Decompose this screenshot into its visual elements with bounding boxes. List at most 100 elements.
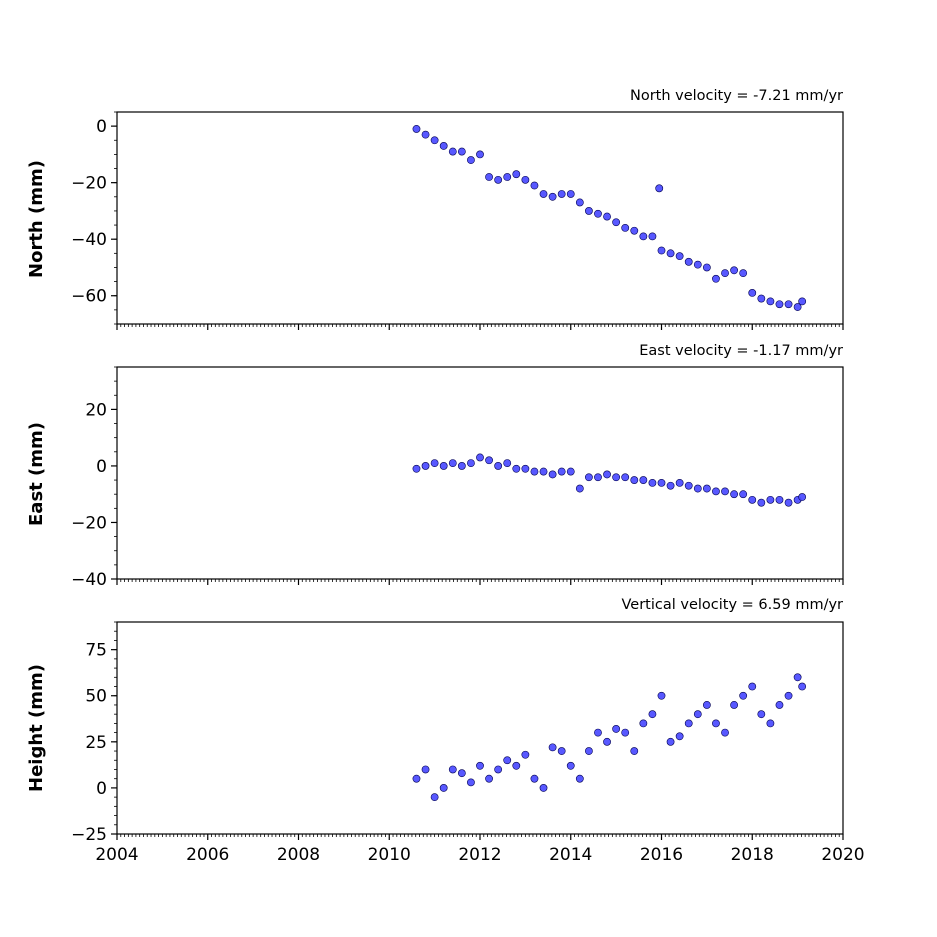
y-tick-label: 20 — [85, 400, 107, 420]
height-panel: Vertical velocity = 6.59 mm/yr Height (m… — [26, 597, 865, 865]
data-point — [503, 459, 512, 468]
data-point — [457, 769, 466, 778]
x-tick-label: 2004 — [95, 845, 138, 865]
data-point — [721, 728, 729, 737]
data-point — [621, 473, 630, 482]
data-point — [503, 173, 512, 181]
data-point — [630, 226, 639, 235]
north-velocity-title: North velocity = -7.21 mm/yr — [630, 88, 843, 104]
data-point — [530, 774, 539, 783]
data-point — [775, 701, 784, 709]
data-point — [448, 147, 457, 156]
data-point — [566, 761, 575, 770]
x-tick-label: 2010 — [368, 845, 411, 865]
north-panel: North velocity = -7.21 mm/yr North (mm) … — [26, 88, 844, 330]
data-point — [430, 793, 439, 802]
data-point — [575, 774, 584, 783]
data-point — [548, 192, 557, 201]
data-point — [748, 682, 757, 691]
y-tick-label: 0 — [96, 779, 107, 799]
data-point — [784, 691, 793, 700]
data-point — [494, 765, 503, 774]
data-point — [730, 266, 738, 275]
data-point — [657, 246, 666, 255]
data-point — [421, 765, 430, 774]
data-point — [467, 156, 475, 164]
north-axes-frame — [116, 111, 844, 325]
data-point — [639, 232, 648, 241]
data-point — [798, 493, 807, 501]
data-point — [798, 682, 807, 691]
data-point — [557, 747, 566, 755]
data-point — [557, 190, 566, 198]
data-point — [648, 232, 657, 241]
data-point — [548, 743, 557, 752]
data-point — [784, 300, 793, 309]
height-ylabel: Height (mm) — [26, 664, 47, 792]
data-point — [612, 473, 621, 482]
y-tick-label: −40 — [71, 570, 107, 590]
y-tick-label: 50 — [85, 687, 107, 707]
y-tick-label: 0 — [96, 117, 107, 137]
data-point — [612, 725, 621, 733]
data-point — [666, 249, 675, 258]
data-point — [739, 269, 748, 278]
data-point — [430, 136, 439, 145]
data-point — [503, 756, 512, 765]
y-tick-label: 75 — [85, 641, 107, 661]
data-point — [766, 297, 775, 306]
north-plot-area: 0 −20 −40 −60 — [71, 111, 844, 330]
data-point — [521, 464, 530, 473]
data-point — [784, 498, 793, 507]
data-point — [684, 719, 693, 728]
data-point — [476, 150, 484, 159]
data-point — [485, 456, 493, 465]
data-point — [603, 212, 611, 221]
y-tick-label: 25 — [85, 733, 107, 753]
data-point — [594, 728, 602, 737]
data-point — [603, 737, 611, 746]
data-point — [530, 181, 539, 190]
data-point — [793, 673, 802, 682]
data-point — [630, 747, 639, 755]
data-point — [693, 710, 702, 719]
data-point — [721, 487, 729, 496]
x-tick-label: 2008 — [277, 845, 320, 865]
data-point — [757, 294, 766, 303]
data-point — [594, 209, 602, 218]
data-point — [539, 190, 548, 198]
vertical-velocity-title: Vertical velocity = 6.59 mm/yr — [622, 597, 844, 613]
y-tick-label: −20 — [71, 174, 107, 194]
data-point — [712, 274, 720, 283]
data-point — [585, 747, 593, 755]
data-point — [648, 710, 657, 719]
east-panel: East velocity = -1.17 mm/yr East (mm) 20… — [26, 343, 844, 590]
data-point — [793, 303, 802, 311]
data-point — [798, 297, 807, 306]
x-tick-label: 2014 — [549, 845, 592, 865]
y-tick-label: 0 — [96, 457, 107, 477]
data-point — [621, 728, 630, 737]
data-point — [485, 173, 493, 181]
data-point — [675, 478, 684, 487]
data-point — [730, 490, 738, 499]
y-tick-label: −60 — [71, 287, 107, 307]
north-ylabel: North (mm) — [26, 160, 47, 278]
data-point — [702, 484, 711, 493]
data-point — [485, 774, 493, 783]
east-axes-frame — [116, 366, 844, 580]
x-tick-label: 2016 — [640, 845, 683, 865]
data-point — [684, 257, 693, 266]
data-point — [448, 459, 457, 468]
data-point — [657, 691, 666, 700]
data-point — [439, 784, 448, 792]
data-point — [630, 476, 639, 484]
y-tick-label: −40 — [71, 230, 107, 250]
height-axes-frame — [116, 621, 844, 835]
data-point — [521, 175, 530, 184]
data-point — [421, 130, 430, 139]
data-point — [712, 719, 720, 728]
data-point — [775, 300, 784, 309]
x-tick-label: 2006 — [186, 845, 229, 865]
